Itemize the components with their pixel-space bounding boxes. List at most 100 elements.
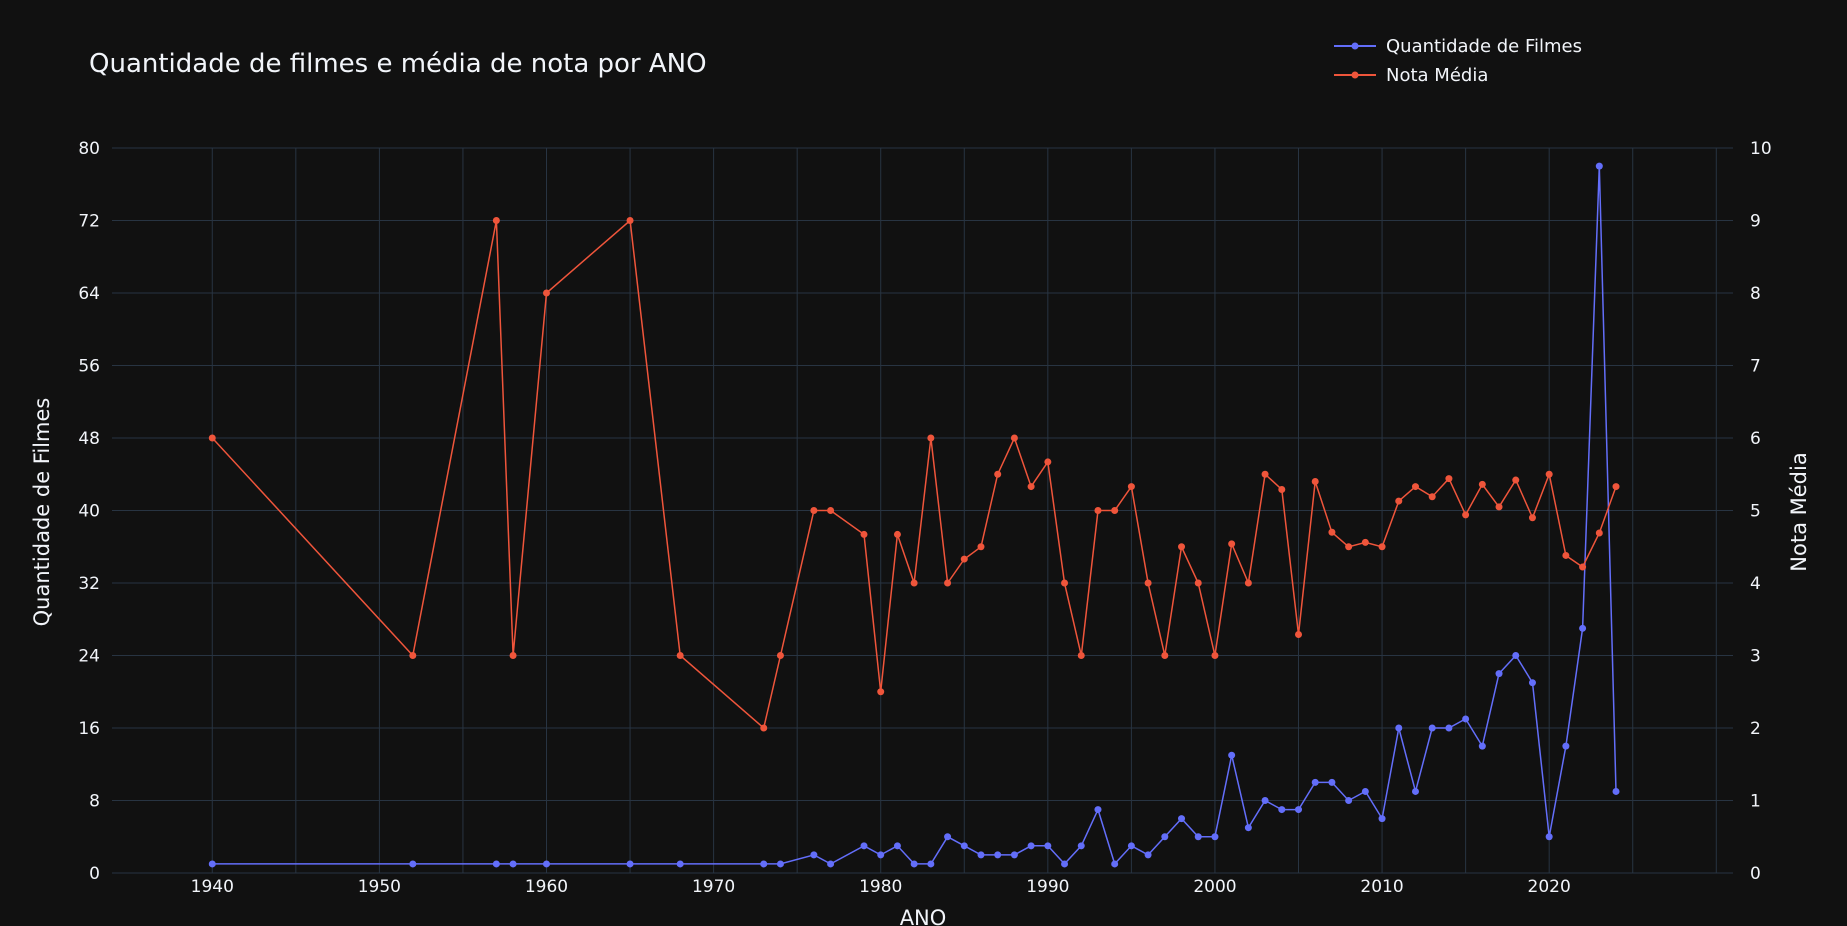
data-point bbox=[1094, 806, 1102, 814]
data-point bbox=[626, 860, 634, 868]
data-point bbox=[1428, 724, 1436, 732]
data-point bbox=[509, 860, 517, 868]
data-point bbox=[1411, 483, 1419, 491]
y-axis-ticks: 0 8 16 24 32 40 48 56 64 72 80 bbox=[78, 139, 100, 884]
data-point bbox=[1178, 543, 1186, 551]
legend-label: Quantidade de Filmes bbox=[1386, 36, 1582, 57]
data-point bbox=[542, 289, 550, 297]
data-point bbox=[1612, 787, 1620, 795]
y-tick-label: 72 bbox=[78, 212, 100, 232]
data-point bbox=[676, 652, 684, 659]
data-point bbox=[1428, 493, 1436, 501]
legend-swatch-marker bbox=[1351, 71, 1359, 79]
data-point bbox=[1545, 833, 1553, 841]
data-point bbox=[910, 579, 918, 587]
data-point bbox=[776, 652, 784, 659]
y2-tick-label: 1 bbox=[1750, 792, 1761, 812]
data-point bbox=[1077, 652, 1085, 659]
data-point bbox=[1395, 724, 1403, 732]
y-tick-label: 48 bbox=[78, 429, 100, 449]
data-point bbox=[910, 860, 918, 868]
data-point bbox=[1044, 842, 1052, 850]
series-quantidade-de-filmes bbox=[208, 162, 1620, 868]
series-line bbox=[212, 166, 1617, 866]
data-point bbox=[1595, 162, 1603, 170]
data-point bbox=[1462, 511, 1470, 519]
data-point bbox=[1445, 475, 1453, 483]
data-point bbox=[1445, 724, 1453, 732]
y-tick-label: 56 bbox=[78, 357, 100, 377]
data-point bbox=[1562, 742, 1570, 750]
data-point bbox=[1361, 538, 1369, 546]
data-point bbox=[1512, 476, 1520, 484]
data-point bbox=[626, 217, 634, 224]
y-tick-label: 80 bbox=[78, 139, 100, 159]
x-tick-label: 2010 bbox=[1360, 877, 1403, 897]
data-point bbox=[960, 842, 968, 850]
data-point bbox=[827, 507, 835, 514]
y-tick-label: 16 bbox=[78, 719, 100, 739]
data-point bbox=[1612, 483, 1620, 491]
x-tick-label: 1990 bbox=[1026, 877, 1069, 897]
data-point bbox=[1295, 806, 1303, 814]
data-point bbox=[1127, 483, 1135, 491]
data-point bbox=[1378, 543, 1386, 551]
data-point bbox=[1178, 815, 1186, 823]
data-point bbox=[1579, 624, 1587, 632]
y2-tick-label: 4 bbox=[1750, 574, 1761, 594]
data-point bbox=[1211, 652, 1219, 659]
x-tick-label: 1940 bbox=[191, 877, 234, 897]
data-point bbox=[1044, 458, 1052, 466]
data-point bbox=[492, 217, 500, 224]
data-point bbox=[1378, 815, 1386, 823]
data-point bbox=[877, 851, 885, 859]
x-axis-ticks: 1940 1950 1960 1970 1980 1990 2000 2010 2020 bbox=[191, 877, 1571, 897]
x-tick-label: 2020 bbox=[1528, 877, 1571, 897]
data-point bbox=[1244, 579, 1252, 587]
data-point bbox=[1345, 543, 1353, 551]
data-point bbox=[1061, 860, 1069, 868]
y2-tick-label: 6 bbox=[1750, 429, 1761, 449]
x-tick-label: 2000 bbox=[1193, 877, 1236, 897]
data-point bbox=[776, 860, 784, 868]
data-point bbox=[1244, 824, 1252, 832]
data-point bbox=[1161, 652, 1169, 659]
y-tick-label: 32 bbox=[78, 574, 100, 594]
legend-item-nota-media[interactable]: Nota Média bbox=[1334, 65, 1488, 86]
legend-label: Nota Média bbox=[1386, 65, 1488, 86]
data-point bbox=[1027, 483, 1035, 491]
data-point bbox=[1478, 742, 1486, 750]
data-point bbox=[1345, 797, 1353, 804]
y2-tick-label: 5 bbox=[1750, 502, 1761, 522]
data-point bbox=[208, 860, 216, 868]
y2-tick-label: 9 bbox=[1750, 212, 1761, 232]
x-tick-label: 1950 bbox=[358, 877, 401, 897]
series-line bbox=[211, 219, 1617, 730]
data-point bbox=[1311, 778, 1319, 786]
y2-tick-label: 3 bbox=[1750, 647, 1761, 667]
y2-tick-label: 8 bbox=[1750, 284, 1761, 304]
data-point bbox=[1562, 551, 1570, 559]
x-tick-label: 1960 bbox=[525, 877, 568, 897]
legend-item-quantidade[interactable]: Quantidade de Filmes bbox=[1334, 36, 1582, 57]
legend[interactable]: Quantidade de Filmes Nota Média bbox=[1334, 36, 1582, 86]
data-point bbox=[977, 543, 985, 551]
x-axis-title: ANO bbox=[900, 906, 947, 926]
y-axis-title: Quantidade de Filmes bbox=[30, 398, 54, 627]
data-point bbox=[1411, 787, 1419, 795]
data-point bbox=[1194, 579, 1202, 587]
data-point bbox=[676, 860, 684, 868]
y-tick-label: 40 bbox=[78, 502, 100, 522]
data-point bbox=[994, 851, 1002, 859]
data-point bbox=[1010, 434, 1018, 442]
data-point bbox=[1495, 670, 1503, 678]
data-point bbox=[1027, 842, 1035, 850]
data-point bbox=[1595, 529, 1603, 537]
y2-tick-label: 7 bbox=[1750, 357, 1761, 377]
data-point bbox=[1261, 797, 1269, 804]
data-point bbox=[893, 842, 901, 850]
data-point bbox=[1295, 630, 1303, 638]
data-point bbox=[1194, 833, 1202, 841]
y-tick-label: 24 bbox=[78, 647, 100, 667]
data-point bbox=[1328, 778, 1336, 786]
